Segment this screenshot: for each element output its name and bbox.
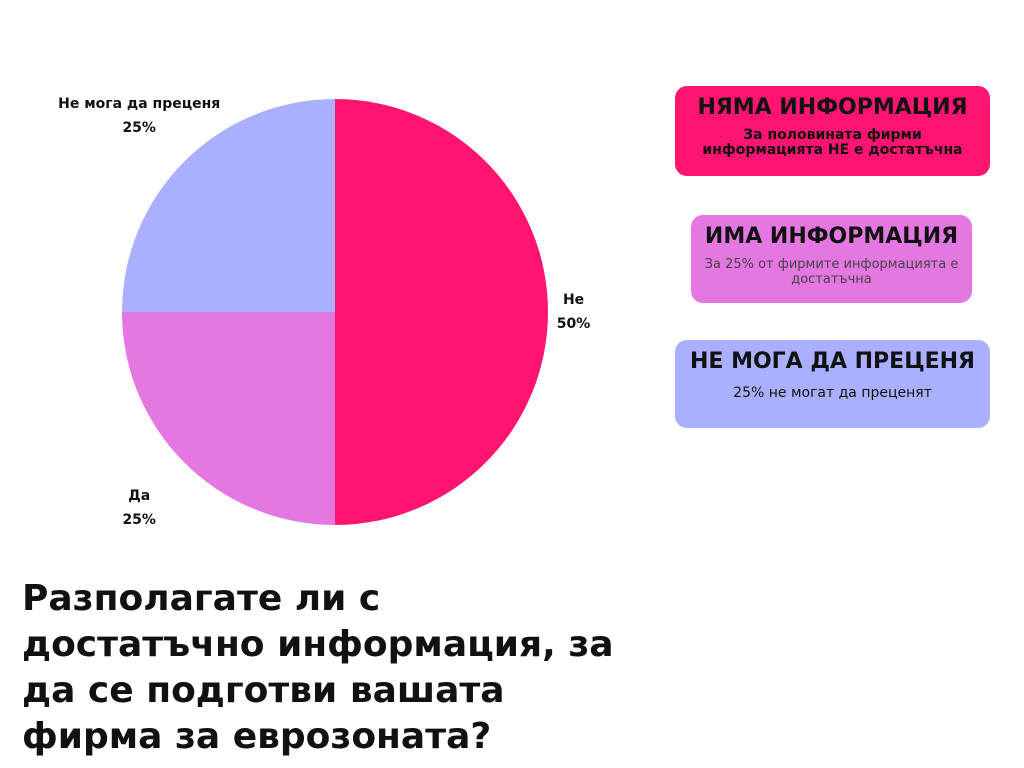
pie-chart: Не 50% Да 25% Не мога да преценя 25% [58, 96, 591, 528]
value-label: 25% [122, 120, 156, 136]
card-title: НЯМА ИНФОРМАЦИЯ [697, 95, 968, 120]
slice-label: Не [563, 292, 584, 308]
pie-slice [335, 99, 548, 525]
card-text: За половината фирми информацията НЕ е до… [702, 127, 963, 158]
slice-label: Не мога да преценя [58, 96, 220, 112]
value-label: 25% [122, 512, 156, 528]
card-title: ИМА ИНФОРМАЦИЯ [704, 224, 959, 249]
card-title: НЕ МОГА ДА ПРЕЦЕНЯ [689, 349, 976, 374]
slice-label: Да [128, 488, 150, 504]
card-text: 25% не могат да преценят [733, 385, 932, 401]
chart-title: Разполагате ли с достатъчно информация, … [22, 578, 614, 757]
value-label: 50% [557, 316, 591, 332]
info-card: НЕ МОГА ДА ПРЕЦЕНЯ 25% не могат да прецен… [675, 340, 990, 428]
info-card: ИМА ИНФОРМАЦИЯ За 25% от фирмите информац… [691, 215, 972, 303]
pie-slice [122, 99, 335, 312]
info-card: НЯМА ИНФОРМАЦИЯ За половината фирми инфор… [675, 86, 990, 176]
card-text: За 25% от фирмите информацията е достатъ… [704, 257, 959, 287]
pie-slice [122, 312, 335, 525]
